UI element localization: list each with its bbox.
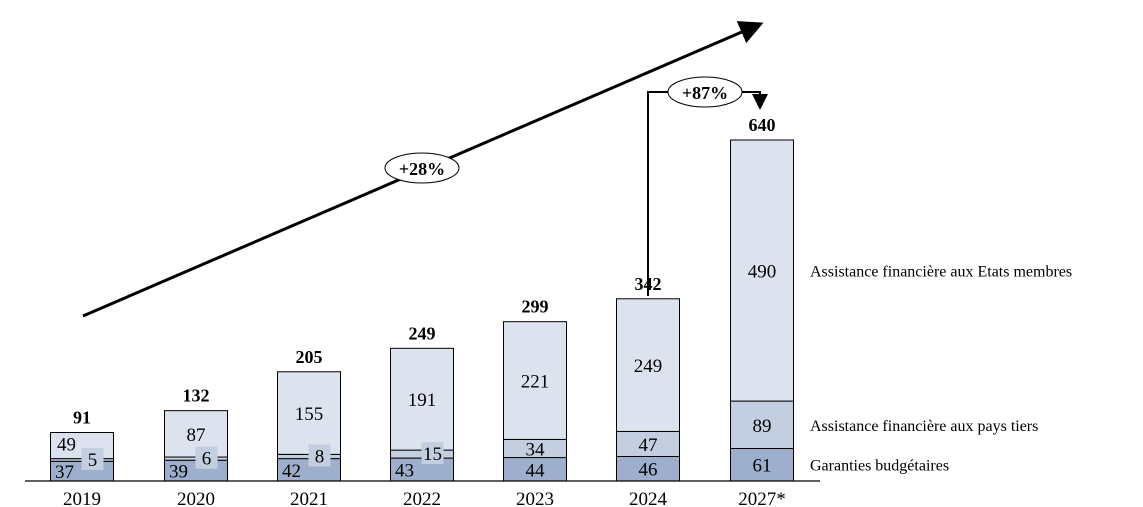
data-label: 89 xyxy=(753,416,772,437)
data-label-box xyxy=(81,447,104,470)
total-label: 249 xyxy=(409,323,436,343)
x-tick-label: 2020 xyxy=(177,489,215,507)
bar-segment-2 xyxy=(616,298,680,432)
data-label: 47 xyxy=(639,435,658,456)
data-label: 6 xyxy=(202,449,212,470)
data-label: 15 xyxy=(423,444,442,465)
data-label: 42 xyxy=(282,461,301,482)
data-label: 39 xyxy=(169,462,188,483)
trend-label-bubble xyxy=(384,152,460,184)
x-tick-label: 2019 xyxy=(63,489,101,507)
total-label: 91 xyxy=(73,408,91,428)
bar-segment-0 xyxy=(730,447,794,482)
x-tick-label: 2021 xyxy=(290,489,328,507)
data-label: 34 xyxy=(526,439,546,460)
data-label-box xyxy=(421,442,444,465)
bar-segment-1 xyxy=(730,400,794,449)
data-label: 249 xyxy=(634,356,663,377)
legend-entry: Assistance financière aux Etats membres xyxy=(810,264,1072,281)
data-label: 5 xyxy=(88,450,98,471)
legend-entry: Assistance financière aux pays tiers xyxy=(810,418,1038,435)
data-label: 49 xyxy=(57,435,76,456)
data-label: 46 xyxy=(639,460,658,481)
data-label: 61 xyxy=(753,456,772,477)
x-tick-label: 2024 xyxy=(629,489,668,507)
total-label: 132 xyxy=(183,386,210,406)
data-label: 37 xyxy=(55,462,74,483)
x-tick-label: 2022 xyxy=(403,489,441,507)
data-label: 155 xyxy=(295,404,324,425)
trend-label: +28% xyxy=(399,159,445,179)
jump-label: +87% xyxy=(682,83,728,103)
data-label: 87 xyxy=(187,425,206,446)
data-label: 44 xyxy=(526,460,546,481)
data-label: 490 xyxy=(748,262,777,283)
data-label: 221 xyxy=(521,372,550,393)
bar-segment-2 xyxy=(503,321,567,440)
total-label: 205 xyxy=(296,347,323,367)
data-label: 191 xyxy=(408,390,437,411)
total-label: 299 xyxy=(522,297,549,317)
data-label-box xyxy=(308,444,331,467)
data-label: 43 xyxy=(395,461,414,482)
legend-entry: Garanties budgétaires xyxy=(810,458,949,475)
x-tick-label: 2027* xyxy=(738,489,786,507)
jump-label-bubble xyxy=(667,76,743,108)
x-tick-label: 2023 xyxy=(516,489,554,507)
data-label: 8 xyxy=(315,446,325,467)
bar-segment-0 xyxy=(616,455,680,482)
total-label: 640 xyxy=(749,115,776,135)
bar-segment-2 xyxy=(730,139,794,402)
data-label-box xyxy=(195,446,218,469)
